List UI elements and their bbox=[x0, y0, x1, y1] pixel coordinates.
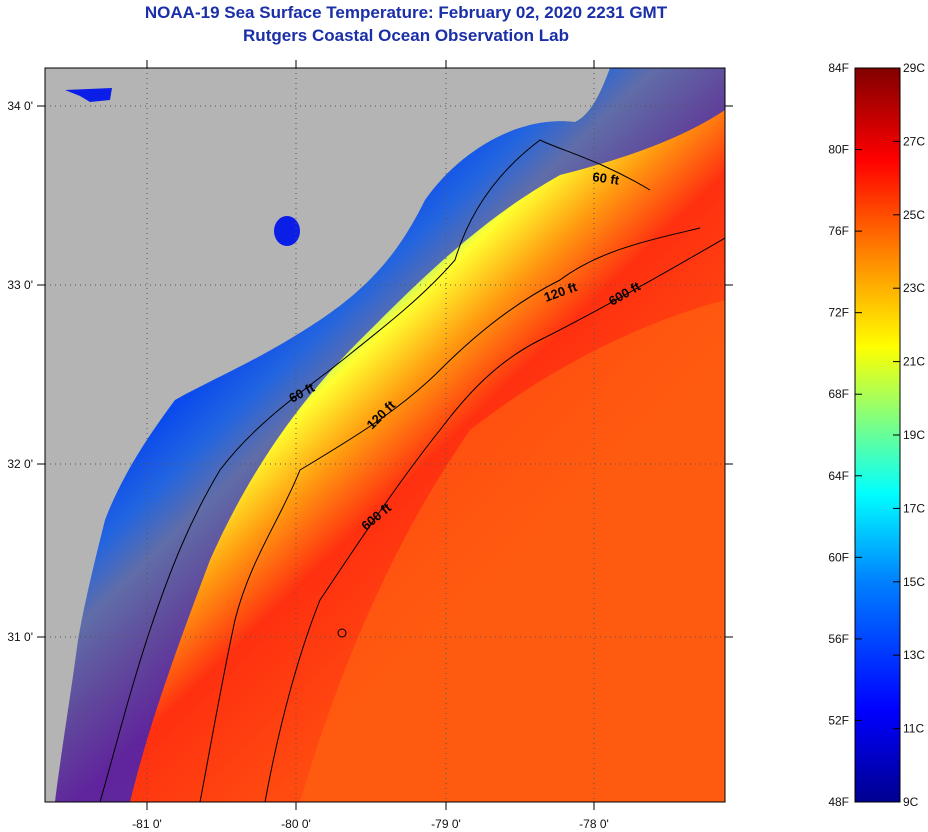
lat-label-31: 31 0' bbox=[7, 630, 33, 644]
contour-ring bbox=[337, 628, 347, 638]
lat-label-34: 34 0' bbox=[7, 99, 33, 113]
colorbar-f-label: 48F bbox=[828, 795, 849, 809]
lat-label-33: 33 0' bbox=[7, 278, 33, 292]
lat-label-32: 32 0' bbox=[7, 457, 33, 471]
colorbar bbox=[854, 67, 901, 803]
lon-label-78: -78 0' bbox=[579, 817, 609, 831]
colorbar-c-label: 27C bbox=[903, 134, 925, 148]
colorbar-c-label: 13C bbox=[903, 648, 925, 662]
colorbar-f-label: 64F bbox=[828, 469, 849, 483]
colorbar-f-label: 68F bbox=[828, 387, 849, 401]
colorbar-c-labels: 29C 27C 25C 23C 21C 19C 17C 15C 13C 11C 9C bbox=[903, 61, 925, 809]
colorbar-c-label: 25C bbox=[903, 208, 925, 222]
colorbar-f-label: 60F bbox=[828, 550, 849, 564]
colorbar-c-label: 23C bbox=[903, 281, 925, 295]
lake bbox=[274, 216, 300, 246]
colorbar-f-label: 56F bbox=[828, 632, 849, 646]
colorbar-c-ticks bbox=[893, 67, 900, 803]
colorbar-c-label: 21C bbox=[903, 355, 925, 369]
colorbar-c-label: 15C bbox=[903, 575, 925, 589]
map-subtitle: Rutgers Coastal Ocean Observation Lab bbox=[243, 26, 569, 45]
map-title: NOAA-19 Sea Surface Temperature: Februar… bbox=[144, 3, 668, 22]
colorbar-c-label: 29C bbox=[903, 61, 925, 75]
contour-600ft bbox=[264, 237, 725, 802]
contour-label-60ft-north: 60 ft bbox=[592, 169, 621, 188]
colorbar-f-label: 72F bbox=[828, 306, 849, 320]
contour-120ft bbox=[199, 227, 701, 802]
colorbar-f-labels: 84F 80F 76F 72F 68F 64F 60F 56F 52F 48F bbox=[828, 61, 849, 809]
lon-label-79: -79 0' bbox=[431, 817, 461, 831]
gridlines bbox=[45, 68, 725, 802]
colorbar-c-label: 11C bbox=[903, 722, 924, 736]
lon-label-81: -81 0' bbox=[132, 817, 162, 831]
colorbar-f-label: 52F bbox=[828, 713, 849, 727]
axis-ticks bbox=[37, 60, 733, 810]
colorbar-f-label: 84F bbox=[828, 61, 849, 75]
colorbar-f-label: 80F bbox=[828, 143, 849, 157]
colorbar-c-label: 17C bbox=[903, 501, 925, 515]
inlet bbox=[65, 88, 112, 102]
colorbar-f-label: 76F bbox=[828, 224, 849, 238]
colorbar-c-label: 9C bbox=[903, 795, 919, 809]
colorbar-f-ticks bbox=[855, 67, 862, 803]
gulf-stream-region bbox=[300, 300, 725, 802]
map-frame bbox=[44, 67, 726, 803]
lon-label-80: -80 0' bbox=[281, 817, 311, 831]
contour-60ft bbox=[99, 139, 651, 802]
map-area: 60 ft 120 ft 600 ft 60 ft 120 ft 600 ft bbox=[45, 68, 725, 802]
land bbox=[45, 68, 610, 802]
colorbar-c-label: 19C bbox=[903, 428, 925, 442]
